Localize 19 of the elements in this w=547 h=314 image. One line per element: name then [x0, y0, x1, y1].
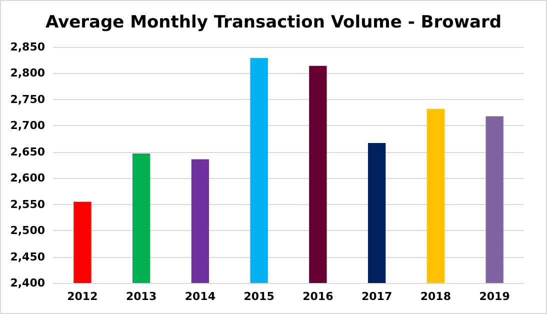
x-tick-label: 2019 [479, 290, 510, 303]
y-tick-label: 2,400 [10, 276, 46, 290]
y-tick-label: 2,600 [10, 172, 46, 185]
x-tick-label: 2013 [126, 290, 157, 303]
y-tick-label: 2,650 [10, 145, 46, 158]
y-tick-label: 2,450 [10, 250, 46, 264]
y-tick-label: 2,500 [10, 224, 46, 238]
x-tick-label: 2018 [420, 290, 451, 303]
x-tick-label: 2017 [362, 290, 392, 303]
x-tick-label: 2015 [244, 290, 274, 303]
y-tick-label: 2,700 [10, 119, 46, 132]
x-tick-label: 2014 [184, 290, 216, 303]
chart-title: Average Monthly Transaction Volume - Broward [45, 12, 502, 32]
y-tick-label: 2,800 [10, 66, 46, 80]
y-tick-label: 2,750 [10, 92, 46, 106]
x-tick-label: 2016 [302, 290, 334, 303]
x-tick-label: 2012 [67, 290, 98, 303]
y-tick-label: 2,550 [10, 198, 46, 211]
y-tick-label: 2,850 [10, 40, 46, 54]
